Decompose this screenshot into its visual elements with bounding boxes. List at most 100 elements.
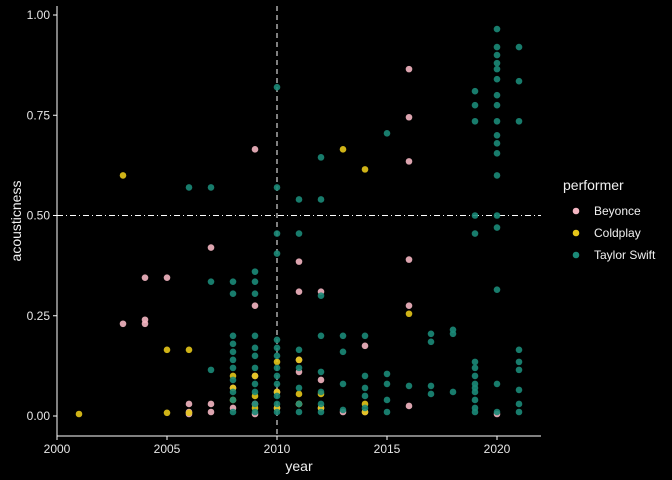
data-point bbox=[207, 278, 215, 285]
data-point bbox=[295, 346, 303, 354]
data-point bbox=[515, 117, 523, 125]
data-point bbox=[251, 302, 259, 310]
data-point bbox=[273, 230, 281, 237]
data-point bbox=[273, 364, 281, 372]
data-point bbox=[427, 390, 435, 398]
x-axis-title: year bbox=[285, 458, 313, 474]
data-point bbox=[493, 172, 501, 179]
data-point bbox=[515, 77, 523, 85]
data-point bbox=[317, 196, 325, 203]
data-point bbox=[251, 380, 259, 388]
data-point bbox=[515, 43, 523, 51]
y-tick-label: 0.00 bbox=[27, 409, 51, 423]
data-point bbox=[471, 101, 479, 109]
data-point bbox=[251, 400, 259, 408]
data-point bbox=[273, 372, 281, 380]
data-point bbox=[229, 278, 237, 285]
data-point bbox=[493, 25, 501, 33]
data-point bbox=[471, 396, 479, 404]
data-point bbox=[273, 392, 281, 400]
data-point bbox=[163, 346, 171, 354]
data-point bbox=[119, 172, 127, 179]
data-point bbox=[251, 408, 259, 416]
data-point bbox=[493, 51, 501, 59]
data-point bbox=[427, 382, 435, 390]
data-point bbox=[141, 320, 149, 328]
data-point bbox=[295, 196, 303, 203]
data-point bbox=[361, 404, 369, 412]
legend-entry-label: Coldplay bbox=[594, 226, 641, 240]
data-point bbox=[75, 410, 83, 418]
data-point bbox=[317, 376, 325, 384]
data-point bbox=[229, 348, 237, 356]
data-point bbox=[273, 358, 281, 366]
data-point bbox=[361, 332, 369, 340]
data-point bbox=[493, 286, 501, 293]
data-point bbox=[427, 330, 435, 338]
data-point bbox=[471, 230, 479, 237]
legend-key bbox=[572, 229, 580, 237]
data-point bbox=[273, 380, 281, 388]
data-point bbox=[471, 388, 479, 396]
data-point bbox=[361, 384, 369, 392]
data-point bbox=[295, 288, 303, 295]
data-point bbox=[383, 396, 391, 404]
data-point bbox=[471, 364, 479, 372]
data-point bbox=[339, 348, 347, 356]
data-point bbox=[493, 140, 501, 147]
data-point bbox=[251, 332, 259, 340]
data-point bbox=[229, 408, 237, 416]
data-point bbox=[229, 396, 237, 404]
data-point bbox=[383, 370, 391, 378]
data-point bbox=[207, 244, 215, 251]
x-tick-label: 2000 bbox=[44, 442, 71, 456]
legend-key bbox=[572, 207, 580, 215]
data-point bbox=[251, 372, 259, 380]
data-point bbox=[163, 274, 171, 281]
data-point bbox=[185, 400, 193, 408]
data-point bbox=[273, 352, 281, 360]
data-point bbox=[295, 384, 303, 392]
data-point bbox=[361, 392, 369, 400]
y-axis-title: acousticness bbox=[8, 181, 24, 262]
data-point bbox=[251, 344, 259, 352]
data-point bbox=[493, 43, 501, 51]
data-point bbox=[317, 332, 325, 340]
data-point bbox=[251, 364, 259, 372]
data-point bbox=[273, 250, 281, 257]
x-tick-label: 2010 bbox=[264, 442, 291, 456]
data-point bbox=[295, 356, 303, 364]
data-point bbox=[405, 382, 413, 390]
data-point bbox=[405, 113, 413, 121]
data-point bbox=[493, 380, 501, 388]
data-point bbox=[119, 320, 127, 328]
data-point bbox=[273, 83, 281, 91]
data-point bbox=[383, 408, 391, 416]
data-point bbox=[515, 386, 523, 394]
series-taylor-swift bbox=[185, 25, 523, 416]
data-point bbox=[427, 338, 435, 346]
data-point bbox=[295, 390, 303, 398]
data-point bbox=[493, 65, 501, 73]
data-point bbox=[317, 400, 325, 408]
data-point bbox=[317, 292, 325, 300]
data-point bbox=[273, 336, 281, 344]
data-point bbox=[273, 408, 281, 416]
data-point bbox=[317, 388, 325, 396]
data-point bbox=[251, 146, 259, 153]
data-point bbox=[493, 132, 501, 139]
data-point bbox=[207, 184, 215, 191]
data-point bbox=[493, 91, 501, 99]
legend-title: performer bbox=[563, 177, 624, 193]
data-point bbox=[515, 400, 523, 408]
data-point bbox=[339, 146, 347, 153]
data-point bbox=[163, 409, 171, 417]
y-tick-label: 0.75 bbox=[27, 108, 51, 122]
data-point bbox=[493, 408, 501, 416]
data-point bbox=[339, 380, 347, 388]
data-point bbox=[361, 372, 369, 380]
data-point bbox=[141, 274, 149, 281]
data-point bbox=[339, 406, 347, 414]
plot-area bbox=[57, 6, 541, 436]
